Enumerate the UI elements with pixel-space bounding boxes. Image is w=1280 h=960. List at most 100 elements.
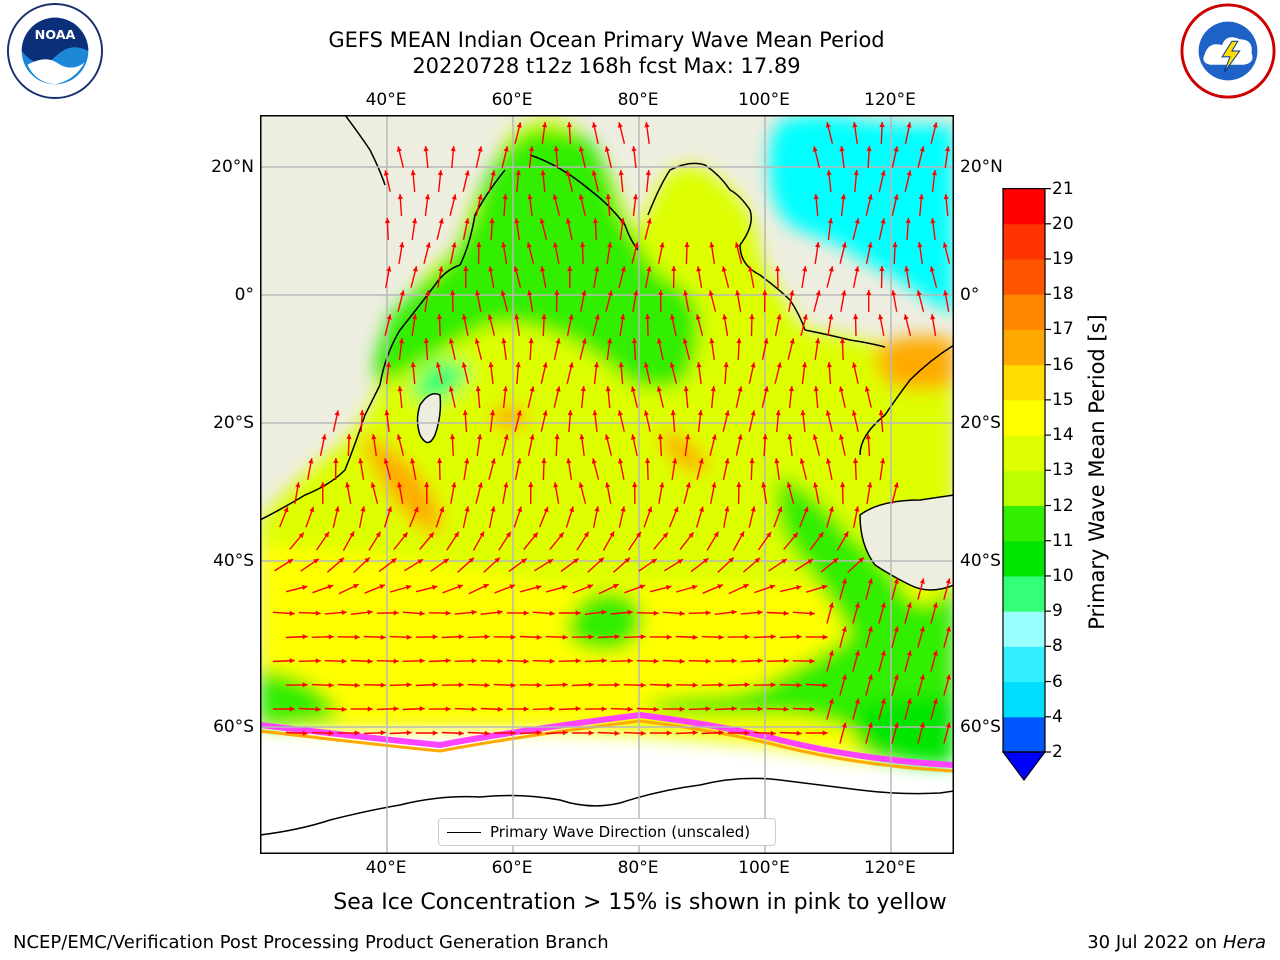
wave-arrow-head	[828, 266, 834, 272]
wave-arrow-head	[731, 706, 737, 712]
wave-arrow-head	[315, 658, 321, 664]
wave-arrow-head	[301, 585, 308, 591]
wave-arrow-head	[624, 557, 630, 563]
sea-ice-note: Sea Ice Concentration > 15% is shown in …	[333, 890, 947, 915]
wave-arrow-head	[640, 634, 646, 640]
wave-arrow-head	[542, 362, 548, 368]
wave-arrow-head	[581, 338, 587, 344]
wave-arrow-head	[838, 434, 844, 440]
wave-arrow-head	[490, 506, 496, 512]
wave-arrow-head	[698, 458, 704, 464]
wave-arrow-head	[324, 531, 329, 538]
wave-arrow-head	[822, 730, 828, 736]
colorbar-tick-label: 16	[1052, 354, 1074, 375]
wave-arrow-head	[383, 170, 389, 176]
wave-arrow-head	[471, 609, 477, 615]
wave-arrow-head	[787, 434, 793, 440]
wave-arrow-head	[396, 434, 402, 440]
wave-arrow-head	[591, 170, 597, 176]
wave-arrow-head	[539, 218, 545, 224]
wave-period-map	[260, 115, 954, 854]
wave-arrow-head	[919, 674, 925, 680]
wave-arrow-head	[818, 532, 824, 538]
wave-arrow-head	[451, 242, 457, 248]
lon-tick-bottom: 120°E	[864, 858, 916, 878]
wave-arrow-head	[692, 730, 698, 736]
wave-arrow-head	[932, 602, 938, 608]
wave-arrow-head	[750, 410, 756, 416]
wave-arrow-head	[514, 314, 520, 320]
wave-arrow-head	[658, 290, 664, 295]
wave-direction-arrows	[272, 121, 951, 744]
wave-arrow-head	[321, 434, 327, 440]
wave-arrow-head	[515, 362, 521, 368]
wave-arrow-head	[354, 682, 360, 688]
wave-arrow-head	[770, 730, 776, 736]
wave-arrow-head	[423, 146, 429, 152]
wave-arrow-head	[510, 730, 516, 736]
wave-arrow-head	[853, 314, 859, 320]
wave-arrow-head	[770, 682, 776, 688]
wave-arrow-head	[436, 314, 443, 320]
wave-arrow-head	[490, 458, 496, 464]
wave-arrow-head	[776, 314, 782, 320]
wave-arrow-head	[445, 658, 451, 664]
wave-arrow-head	[399, 242, 405, 248]
wave-arrow-head	[627, 609, 633, 615]
colorbar-band	[1003, 435, 1045, 471]
wave-arrow-head	[737, 434, 743, 440]
wave-arrow-head	[906, 698, 912, 704]
wave-arrow-head	[709, 338, 715, 344]
wave-arrow-head	[864, 386, 870, 392]
wave-arrow-head	[775, 410, 781, 416]
wave-arrow-head	[867, 482, 873, 488]
wave-arrow-head	[575, 610, 581, 616]
wave-arrow-head	[503, 434, 509, 440]
wave-arrow-head	[613, 584, 619, 589]
wave-arrow-head	[375, 531, 381, 538]
wave-arrow-head	[386, 266, 392, 272]
wave-arrow-head	[801, 362, 808, 368]
wave-arrow-head	[501, 242, 507, 248]
wave-arrow-head	[298, 532, 304, 539]
wave-arrow-head	[666, 730, 672, 736]
wave-arrow-head	[825, 122, 831, 128]
wave-arrow-head	[367, 706, 373, 712]
wave-arrow-head	[575, 706, 581, 712]
wave-arrow-head	[393, 610, 399, 616]
wave-arrow-head	[917, 242, 923, 248]
wave-arrow-head	[364, 557, 370, 563]
wave-arrow-head	[651, 558, 657, 564]
wave-arrow-head	[945, 722, 951, 728]
wave-arrow-head	[809, 610, 815, 616]
wave-arrow-head	[384, 218, 391, 224]
colorbar-tick-label: 4	[1052, 706, 1063, 727]
colorbar-band	[1003, 259, 1045, 295]
wave-arrow-head	[367, 609, 373, 615]
wave-arrow-head	[289, 706, 295, 712]
wave-arrow-head	[494, 557, 500, 563]
wave-arrow-head	[393, 658, 399, 664]
wave-arrow-head	[475, 386, 481, 392]
wave-arrow-head	[540, 266, 546, 272]
wave-arrow-head	[786, 482, 792, 488]
wave-arrow-head	[568, 314, 574, 320]
wave-arrow-head	[826, 170, 832, 176]
wave-arrow-head	[763, 338, 769, 344]
wave-arrow-head	[757, 706, 763, 712]
wave-arrow-head	[432, 682, 438, 688]
colorbar-tick-label: 17	[1052, 319, 1074, 340]
wave-arrow-head	[549, 610, 555, 616]
wave-arrow-head	[840, 194, 846, 200]
wave-arrow-head	[851, 362, 857, 368]
wave-arrow-head	[644, 122, 650, 128]
wave-arrow-head	[749, 314, 755, 320]
wave-arrow-head	[333, 458, 339, 463]
wave-arrow-head	[803, 506, 809, 513]
wave-arrow-head	[554, 434, 560, 440]
wave-arrow-head	[567, 266, 573, 271]
wave-arrow-head	[334, 410, 340, 416]
wave-arrow-head	[479, 531, 484, 537]
wave-arrow-head	[449, 434, 456, 440]
wave-arrow-head	[412, 266, 418, 272]
